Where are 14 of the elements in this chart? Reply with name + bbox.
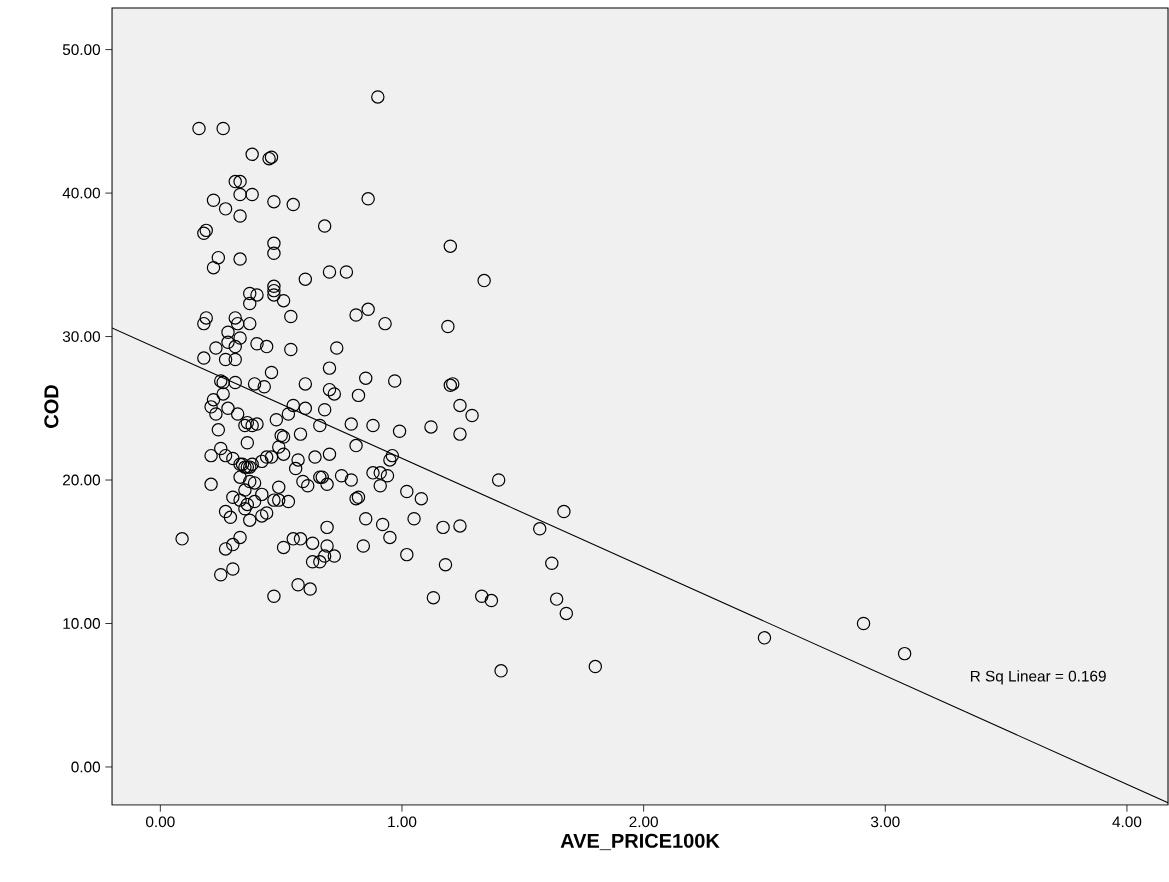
- x-tick-label: 0.00: [146, 816, 175, 828]
- y-tick-label: 10.00: [63, 618, 101, 629]
- y-tick-label: 30.00: [62, 331, 101, 342]
- annotation: R Sq Linear = 0.169: [970, 670, 1106, 685]
- x-tick-label: 4.00: [1112, 816, 1142, 828]
- x-tick-label: 2.00: [629, 816, 658, 828]
- y-tick-label: 50.00: [62, 44, 101, 56]
- y-tick-label: 0.00: [71, 761, 101, 773]
- x-axis-title: AVE_PRICE100K: [560, 833, 720, 851]
- y-tick-label: 40.00: [62, 187, 101, 199]
- y-axis-title: COD: [44, 385, 59, 428]
- y-tick-label: 20.00: [63, 474, 101, 486]
- x-tick-label: 3.00: [870, 816, 900, 828]
- x-tick-label: 1.00: [388, 816, 417, 828]
